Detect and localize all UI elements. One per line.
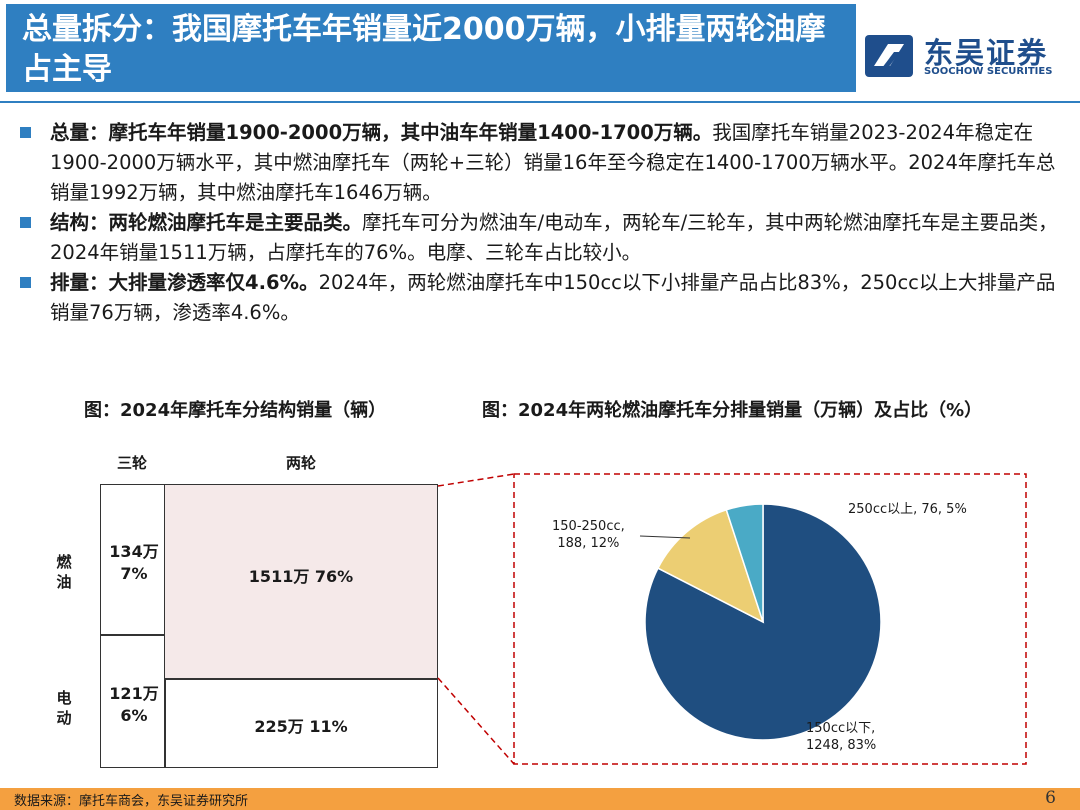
- col-label-two-wheel: 两轮: [285, 454, 316, 472]
- bullet-heading: 结构：两轮燃油摩托车是主要品类。: [50, 211, 363, 234]
- header-divider: [0, 101, 1080, 103]
- right-chart-caption: 图：2024年两轮燃油摩托车分排量销量（万辆）及占比（%）: [482, 400, 983, 421]
- pie-label-small: 150cc以下, 1248, 83%: [806, 721, 877, 753]
- bullet-square-icon: [20, 127, 31, 138]
- pie-slice-over-250: [725, 503, 764, 623]
- bullet-item: 结构：两轮燃油摩托车是主要品类。摩托车可分为燃油车/电动车，两轮车/三轮车，其中…: [14, 208, 1064, 268]
- cell-fuel-two-wheel: 1511万 76%: [164, 484, 438, 680]
- row-label-electric: 电 动: [56, 689, 72, 727]
- bullet-text: 我国摩托车销量2023-2024年稳定在1900-2000万辆水平，其中燃油摩托…: [50, 121, 1056, 204]
- cell-electric-three-wheel: 121万 6%: [100, 634, 166, 768]
- bullet-text: 2024年，两轮燃油摩托车中150cc以下小排量产品占比83%，250cc以上大…: [50, 271, 1056, 324]
- bullet-list: 总量：摩托车年销量1900-2000万辆，其中油车年销量1400-1700万辆。…: [14, 118, 1064, 328]
- bullet-square-icon: [20, 277, 31, 288]
- cell-value: 1511万 76%: [248, 567, 354, 586]
- bullet-item: 总量：摩托车年销量1900-2000万辆，其中油车年销量1400-1700万辆。…: [14, 118, 1064, 208]
- logo-text-cn: 东吴证券: [924, 36, 1049, 70]
- bullet-heading: 排量：大排量渗透率仅4.6%。: [50, 271, 319, 294]
- bullet-heading: 总量：摩托车年销量1900-2000万辆，其中油车年销量1400-1700万辆。: [50, 121, 713, 144]
- bullet-text: 摩托车可分为燃油车/电动车，两轮车/三轮车，其中两轮燃油摩托车是主要品类，202…: [50, 211, 1058, 264]
- data-source: 数据来源：摩托车商会，东吴证券研究所: [14, 794, 249, 809]
- footer-bar: 数据来源：摩托车商会，东吴证券研究所 6: [0, 788, 1080, 810]
- logo-text-en: SOOCHOW SECURITIES: [924, 66, 1053, 77]
- cell-electric-two-wheel: 225万 11%: [164, 678, 438, 768]
- left-chart-caption: 图：2024年摩托车分结构销量（辆）: [84, 400, 387, 421]
- zoom-connector-top: [437, 473, 515, 487]
- bullet-item: 排量：大排量渗透率仅4.6%。2024年，两轮燃油摩托车中150cc以下小排量产…: [14, 268, 1064, 328]
- zoom-connector-bottom: [437, 677, 515, 765]
- pie-label-large: 250cc以上, 76, 5%: [848, 502, 967, 517]
- cell-value: 121万 6%: [109, 684, 159, 725]
- company-logo: 东吴证券 SOOCHOW SECURITIES: [862, 26, 1072, 84]
- row-label-fuel: 燃 油: [56, 553, 72, 591]
- label-leader-line: [639, 535, 691, 539]
- soochow-logo-icon: [865, 35, 913, 77]
- page-title: 总量拆分：我国摩托车年销量近2000万辆，小排量两轮油摩占主导: [22, 12, 826, 87]
- page-number: 6: [1045, 788, 1056, 808]
- zoom-frame: [513, 473, 1027, 765]
- title-bar: 总量拆分：我国摩托车年销量近2000万辆，小排量两轮油摩占主导: [6, 4, 856, 92]
- col-label-three-wheel: 三轮: [116, 454, 147, 472]
- bullet-square-icon: [20, 217, 31, 228]
- cell-value: 225万 11%: [254, 717, 348, 736]
- pie-label-mid: 150-250cc, 188, 12%: [552, 519, 625, 551]
- cell-value: 134万 7%: [109, 542, 159, 583]
